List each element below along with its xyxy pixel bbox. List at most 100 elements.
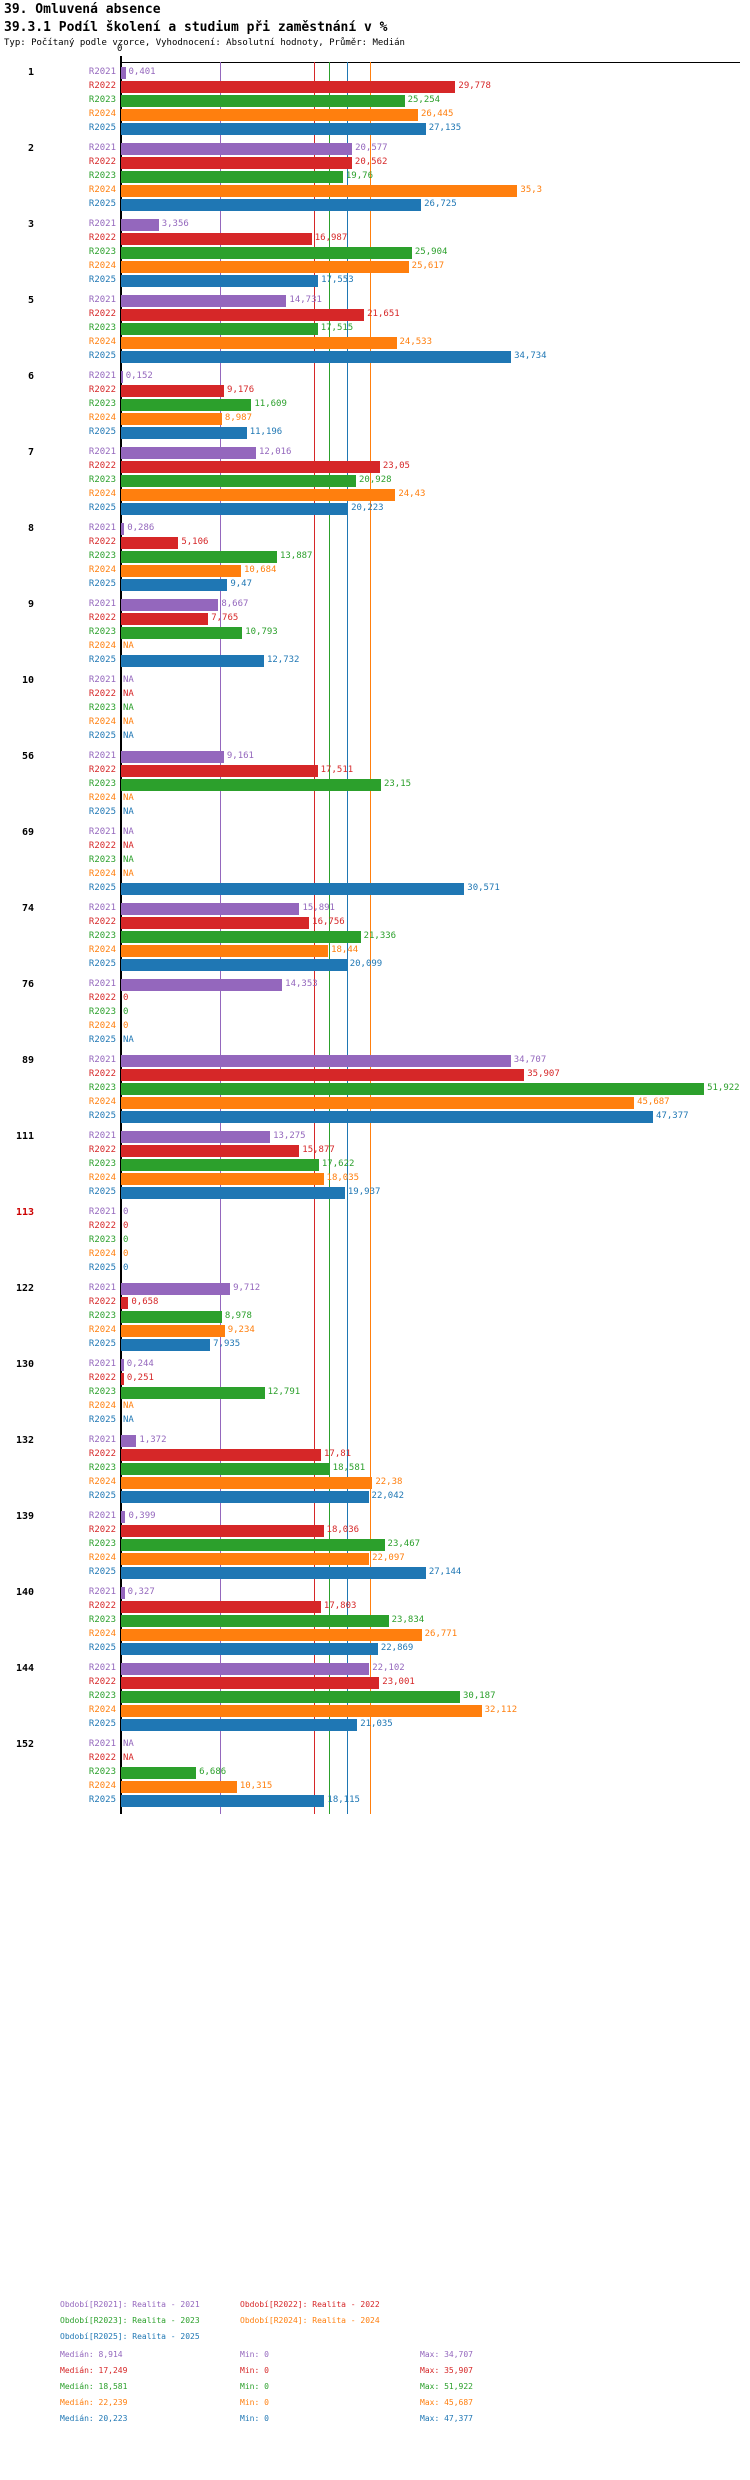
bar-r2022 — [121, 1373, 124, 1385]
chart-row: R2023 25,254 — [0, 94, 750, 108]
group-id-label: 5 — [27, 295, 34, 306]
chart-row: R2024 24,533 — [0, 336, 750, 350]
bar-r2022 — [121, 1145, 300, 1157]
bar-r2023 — [121, 1463, 330, 1475]
chart-row: R2021 0,401 — [0, 66, 750, 80]
bar-r2024 — [121, 1781, 237, 1793]
bar-value-label: 7,765 — [211, 613, 239, 623]
chart-row: R2023 8,978 — [0, 1310, 750, 1324]
top-axis-line — [120, 62, 740, 63]
chart-row: R2021 0 — [0, 1206, 750, 1220]
bar-r2025 — [121, 1567, 426, 1579]
bar-r2024 — [121, 109, 418, 121]
group-id-label: 3 — [27, 219, 34, 230]
chart-row: R2024 22,097 — [0, 1552, 750, 1566]
chart-row: R2024 10,684 — [0, 564, 750, 578]
series-row-label-r2024: R2024 — [88, 185, 116, 195]
bar-value-label: 18,035 — [326, 1173, 360, 1183]
bar-value-label: NA — [123, 793, 134, 803]
bar-value-label: 18,581 — [332, 1463, 366, 1473]
bar-value-label: NA — [123, 731, 134, 741]
series-row-label-r2024: R2024 — [88, 1097, 116, 1107]
chart-row: R2021 1,372 — [0, 1434, 750, 1448]
bar-r2025 — [121, 1795, 325, 1807]
bar-value-label: 15,877 — [302, 1145, 335, 1155]
chart-row: R2024 35,3 — [0, 184, 750, 198]
legend-min-value: Min: 0 — [240, 2382, 269, 2391]
bar-r2021 — [121, 143, 353, 155]
bar-r2021 — [121, 447, 256, 459]
group-id-label: 56 — [21, 751, 34, 762]
bar-r2022 — [121, 157, 352, 169]
bar-value-label: 17,622 — [321, 1159, 355, 1169]
bar-value-label: 14,731 — [289, 295, 322, 305]
series-row-label-r2025: R2025 — [88, 1491, 116, 1501]
chart-row: R2023 NA — [0, 702, 750, 716]
bar-value-label: 17,515 — [320, 323, 354, 333]
series-row-label-r2022: R2022 — [88, 81, 116, 91]
chart-title-main: 39. Omluvená absence — [4, 2, 161, 17]
bar-value-label: NA — [123, 827, 134, 837]
bar-r2025 — [121, 959, 347, 971]
chart-row: R2022 23,05 — [0, 460, 750, 474]
bar-r2022 — [121, 917, 310, 929]
group-id-label: 74 — [21, 903, 34, 914]
chart-row: R2022 NA — [0, 688, 750, 702]
chart-row: R2025 20,223 — [0, 502, 750, 516]
series-row-label-r2024: R2024 — [88, 1325, 116, 1335]
chart-row: R2025 22,869 — [0, 1642, 750, 1656]
chart-row: R2024 45,687 — [0, 1096, 750, 1110]
bar-r2024 — [121, 1173, 324, 1185]
series-row-label-r2024: R2024 — [88, 261, 116, 271]
series-row-label-r2023: R2023 — [88, 399, 116, 409]
bar-r2022 — [121, 1449, 321, 1461]
chart-row: R2021 3,356 — [0, 218, 750, 232]
bar-value-label: 20,099 — [349, 959, 383, 969]
bar-r2023 — [121, 1615, 389, 1627]
group-id-label: 69 — [21, 827, 34, 838]
series-row-label-r2023: R2023 — [88, 323, 116, 333]
chart-row: R2022 23,001 — [0, 1676, 750, 1690]
bar-r2022 — [121, 1069, 525, 1081]
series-row-label-r2025: R2025 — [88, 579, 116, 589]
chart-row: R2022 35,907 — [0, 1068, 750, 1082]
bar-value-label: 10,315 — [239, 1781, 273, 1791]
bar-value-label: 0,251 — [126, 1373, 154, 1383]
chart-row: R2022 NA — [0, 1752, 750, 1766]
bar-value-label: NA — [123, 1035, 134, 1045]
series-row-label-r2021: R2021 — [88, 447, 116, 457]
chart-row: R2021 12,016 — [0, 446, 750, 460]
series-row-label-r2025: R2025 — [88, 1111, 116, 1121]
bar-r2023 — [121, 551, 277, 563]
bar-r2021 — [121, 1283, 231, 1295]
series-row-label-r2021: R2021 — [88, 219, 116, 229]
chart-row: R2021 9,712 — [0, 1282, 750, 1296]
legend-median-value: Medián: 17,249 — [60, 2366, 128, 2375]
bar-value-label: 17,803 — [323, 1601, 357, 1611]
group-id-label: 9 — [27, 599, 34, 610]
bar-r2023 — [121, 95, 405, 107]
bar-value-label: NA — [123, 1401, 134, 1411]
series-row-label-r2025: R2025 — [88, 807, 116, 817]
bar-value-label: 47,377 — [656, 1111, 689, 1121]
bar-value-label: 30,187 — [463, 1691, 496, 1701]
chart-row: R2022 17,511 — [0, 764, 750, 778]
group-id-label: 7 — [27, 447, 34, 458]
bar-r2023 — [121, 1387, 265, 1399]
group-id-label: 144 — [15, 1663, 34, 1674]
bar-value-label: 9,712 — [233, 1283, 261, 1293]
series-row-label-r2023: R2023 — [88, 247, 116, 257]
series-row-label-r2025: R2025 — [88, 351, 116, 361]
bar-r2021 — [121, 1131, 271, 1143]
bar-value-label: 9,161 — [226, 751, 254, 761]
bar-r2023 — [121, 399, 252, 411]
chart-row: R2024 22,38 — [0, 1476, 750, 1490]
bar-value-label: 22,097 — [372, 1553, 405, 1563]
chart-row: R2023 0 — [0, 1006, 750, 1020]
bar-value-label: 1,372 — [139, 1435, 167, 1445]
series-row-label-r2025: R2025 — [88, 123, 116, 133]
bar-value-label: NA — [123, 841, 134, 851]
bar-r2024 — [121, 1325, 225, 1337]
chart-row: R2021 15,891 — [0, 902, 750, 916]
legend-entry: Období[R2021]: Realita - 2021 — [60, 2300, 200, 2309]
